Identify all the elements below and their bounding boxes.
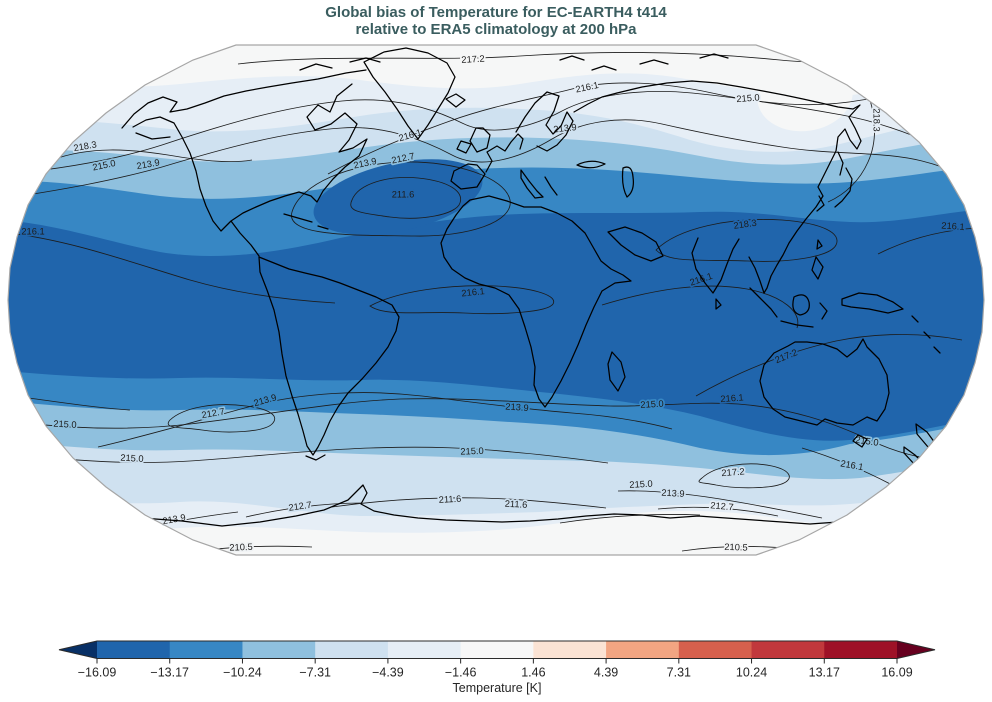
fill-band-antarctic bbox=[8, 510, 984, 555]
contour-line bbox=[601, 285, 799, 329]
colorbar-over-arrow bbox=[897, 641, 935, 659]
coastline-maritime-continent bbox=[749, 287, 941, 354]
coastline-asia bbox=[607, 80, 862, 310]
contour-line bbox=[245, 502, 363, 518]
coastline-arctic-islands bbox=[299, 53, 729, 71]
contour-label: 211.6 bbox=[438, 494, 461, 505]
coastline-north-america bbox=[121, 69, 368, 257]
contour-label: 215.0 bbox=[640, 399, 664, 410]
colorbar-tick-label: 7.31 bbox=[667, 666, 691, 680]
coastline-greenland bbox=[363, 47, 456, 140]
contour-line bbox=[350, 177, 461, 219]
figure-title: Global bias of Temperature for EC-EARTH4… bbox=[0, 4, 992, 39]
contour-label: 210.5 bbox=[724, 542, 748, 553]
colorbar-segment bbox=[460, 641, 534, 659]
fill-band-south-4 bbox=[8, 440, 984, 555]
colorbar-tick-label: −4.39 bbox=[372, 666, 404, 680]
colorbar-tick-label: −10.24 bbox=[223, 666, 262, 680]
contour-label: 215.0 bbox=[53, 419, 77, 430]
colorbar-tick-label: −1.46 bbox=[445, 666, 477, 680]
contour-line bbox=[8, 446, 609, 464]
contour-line bbox=[51, 149, 253, 163]
colorbar-segment bbox=[315, 641, 389, 659]
fill-band-south-5 bbox=[8, 486, 984, 555]
coastline-south-america bbox=[258, 256, 400, 461]
contour-line-layer bbox=[8, 52, 979, 552]
contour-label: 215.0 bbox=[120, 453, 144, 464]
contour-line bbox=[877, 227, 979, 255]
colorbar-tick-label: 16.09 bbox=[881, 666, 912, 680]
colorbar-segment bbox=[387, 641, 462, 659]
colorbar-segment bbox=[533, 641, 607, 659]
colorbar-tick-label: 1.46 bbox=[521, 666, 545, 680]
coastline-australia-nz bbox=[759, 338, 936, 466]
contour-label: 211.6 bbox=[392, 189, 415, 199]
contour-label: 211.6 bbox=[504, 499, 527, 510]
colorbar-segment bbox=[678, 641, 753, 659]
contour-line bbox=[331, 497, 607, 509]
coastline-antarctica bbox=[61, 484, 943, 538]
contour-label: 212.7 bbox=[710, 500, 734, 512]
colorbar-tick-label: −7.31 bbox=[299, 666, 331, 680]
coastline-iceland bbox=[445, 93, 466, 108]
coastline-africa bbox=[440, 195, 632, 408]
contour-label: 215.0 bbox=[629, 479, 653, 490]
contour-line bbox=[8, 232, 336, 304]
contour-line bbox=[327, 82, 977, 175]
contour-line bbox=[657, 506, 779, 517]
colorbar-tick-label: 10.24 bbox=[736, 666, 767, 680]
contour-label: 213.9 bbox=[505, 401, 529, 413]
contour-line bbox=[827, 89, 875, 203]
contour-label: 216.1 bbox=[461, 286, 485, 298]
contour-line bbox=[291, 161, 511, 237]
colorbar-segment bbox=[824, 641, 898, 659]
contour-line bbox=[559, 514, 701, 524]
contour-line bbox=[617, 490, 823, 519]
coastline-europe bbox=[450, 91, 634, 199]
contour-line bbox=[27, 397, 131, 411]
contour-label: 213.9 bbox=[661, 488, 685, 499]
contour-line bbox=[695, 334, 963, 397]
colorbar-tick-label: −16.09 bbox=[78, 666, 117, 680]
colorbar-under-arrow bbox=[59, 641, 97, 659]
fill-patch-north-atlantic-cold-blob bbox=[313, 159, 483, 235]
map-outline bbox=[7, 44, 985, 556]
colorbar: −16.09 −13.17 −10.24 −7.31 −4.39 −1.46 1.46 4.3… bbox=[58, 640, 936, 680]
contour-label: 210.5 bbox=[229, 542, 253, 553]
fill-band-arctic-cap bbox=[8, 45, 984, 97]
contour-line bbox=[8, 119, 979, 199]
contour-line bbox=[655, 219, 838, 262]
contour-line bbox=[698, 463, 790, 489]
contour-label: 216.1 bbox=[941, 220, 965, 232]
contour-line bbox=[369, 285, 555, 315]
contour-label: 218.3 bbox=[872, 108, 882, 131]
contour-label: 216.1 bbox=[21, 226, 44, 236]
contour-label: 217.2 bbox=[721, 466, 745, 478]
colorbar-tick-label: 4.39 bbox=[594, 666, 618, 680]
contour-line bbox=[8, 91, 977, 175]
fill-patch-siberia-nearzero bbox=[757, 58, 853, 132]
coastline-madagascar bbox=[607, 351, 626, 392]
contour-line bbox=[97, 392, 673, 448]
colorbar-segment bbox=[169, 641, 244, 659]
contour-label: 215.0 bbox=[736, 92, 760, 104]
colorbar-tick-label: −13.17 bbox=[150, 666, 189, 680]
contour-line bbox=[167, 404, 276, 433]
coastline-layer bbox=[61, 47, 943, 538]
figure-title-line1: Global bias of Temperature for EC-EARTH4… bbox=[325, 4, 667, 21]
contour-label: 216.1 bbox=[720, 392, 744, 404]
figure-title-line2: relative to ERA5 climatology at 200 hPa bbox=[355, 21, 637, 39]
contour-label: 217.2 bbox=[461, 54, 485, 65]
contour-label: 215.0 bbox=[460, 446, 484, 457]
colorbar-segment bbox=[606, 641, 680, 659]
colorbar-axis-label: Temperature [K] bbox=[453, 681, 542, 695]
colorbar-tick-label: 13.17 bbox=[809, 666, 840, 680]
colorbar-segment bbox=[751, 641, 825, 659]
colorbar-segment bbox=[97, 641, 171, 659]
colorbar-segment bbox=[242, 641, 316, 659]
contour-label: 216.1 bbox=[575, 80, 600, 95]
